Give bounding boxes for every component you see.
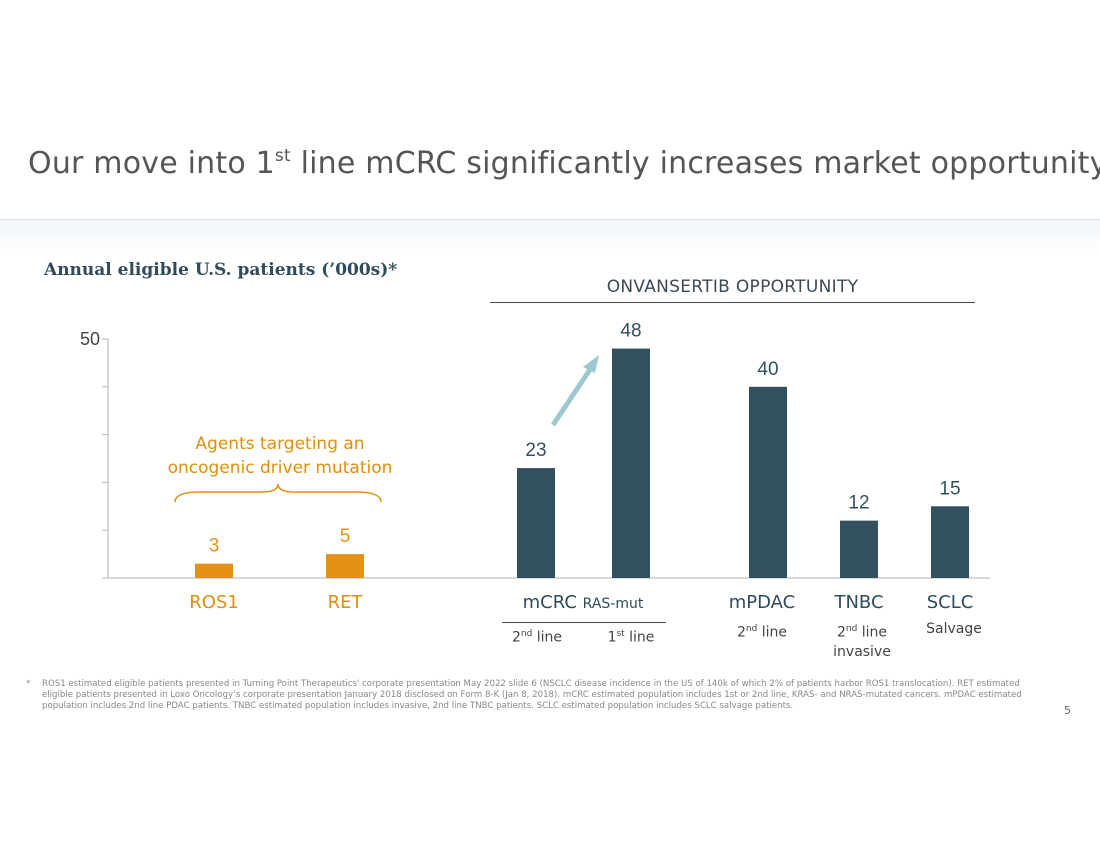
category-label-tnbc: TNBC — [834, 592, 884, 613]
bar-value-label: 12 — [848, 493, 869, 514]
sublabel-sclc: Salvage — [926, 621, 982, 637]
mcrc-group-underline — [502, 622, 666, 623]
bar-value-label: 3 — [209, 536, 220, 557]
sublabel-mcrc-1st-sup: st — [616, 629, 625, 639]
sublabel-tnbc: 2nd line invasive — [817, 620, 907, 662]
bar — [840, 520, 878, 578]
header-divider — [0, 219, 1100, 254]
sublabel-mpdac: 2nd line — [717, 620, 807, 643]
sublabel-mcrc-2nd-text: line — [532, 629, 563, 646]
growth-arrow — [550, 355, 599, 427]
sublabel-mcrc-2nd-line: 2nd line — [492, 625, 582, 648]
sublabel-mcrc-1st-text: line — [624, 629, 655, 646]
category-label-ret: RET — [327, 592, 363, 613]
bars-group — [195, 348, 969, 578]
opportunity-underline — [490, 302, 975, 303]
chart-subtitle: Annual eligible U.S. patients (’000s)* — [44, 260, 398, 280]
sublabel-mcrc-1st-line: 1st line — [586, 625, 676, 648]
footnote-marker: * — [26, 679, 31, 689]
bar-value-label: 40 — [757, 359, 778, 380]
sublabel-mcrc-2nd-num: 2 — [511, 629, 521, 646]
sublabel-mpdac-sup: nd — [745, 624, 758, 634]
bar — [195, 563, 233, 578]
title-superscript: st — [274, 146, 291, 166]
sublabel-mcrc-2nd-sup: nd — [520, 629, 533, 639]
footnote-text: ROS1 estimated eligible patients present… — [42, 679, 1022, 711]
category-label-ros1: ROS1 — [189, 592, 239, 613]
bar — [326, 554, 364, 578]
bar-value-label: 48 — [620, 321, 641, 342]
category-label-mcrc: mCRC RAS-mut — [493, 592, 673, 613]
page-number: 5 — [1064, 704, 1071, 717]
sublabel-tnbc-text: line — [857, 624, 888, 641]
mcrc-label-qualifier: RAS-mut — [582, 596, 644, 612]
sublabel-tnbc-sup: nd — [845, 624, 858, 634]
bracket-annotation-line1: Agents targeting an — [195, 434, 365, 454]
bar — [931, 506, 969, 578]
bracket-annotation: Agents targeting an oncogenic driver mut… — [140, 432, 420, 480]
growth-arrow-head — [583, 355, 599, 373]
bar-value-label: 5 — [340, 526, 351, 547]
y-tick-label-max: 50 — [79, 329, 100, 349]
title-main: Our move into 1 — [28, 146, 275, 181]
bracket-annotation-line2: oncogenic driver mutation — [167, 458, 393, 478]
bracket-brace — [174, 483, 382, 503]
slide-title: Our move into 1st line mCRC significantl… — [28, 146, 1100, 181]
value-labels-group: 3 5 23 48 40 12 15 — [209, 321, 961, 557]
category-label-mpdac: mPDAC — [728, 592, 796, 613]
sublabel-tnbc-line2: invasive — [833, 643, 891, 660]
bar — [749, 386, 787, 578]
sublabel-tnbc-line1: 2nd line — [817, 620, 907, 643]
opportunity-title: ONVANSERTIB OPPORTUNITY — [606, 277, 859, 297]
sublabel-mcrc-1st-num: 1 — [607, 629, 617, 646]
bar — [517, 468, 555, 578]
bar — [612, 348, 650, 578]
category-label-sclc: SCLC — [926, 592, 974, 613]
growth-arrow-shaft — [550, 366, 594, 427]
sublabel-mpdac-text: line — [757, 624, 788, 641]
title-rest: line mCRC significantly increases market… — [290, 146, 1100, 181]
sublabel-tnbc-num: 2 — [836, 624, 846, 641]
mcrc-label-main: mCRC — [522, 592, 577, 613]
sublabel-mpdac-num: 2 — [736, 624, 746, 641]
bar-value-label: 15 — [939, 478, 960, 499]
bar-value-label: 23 — [525, 440, 546, 461]
